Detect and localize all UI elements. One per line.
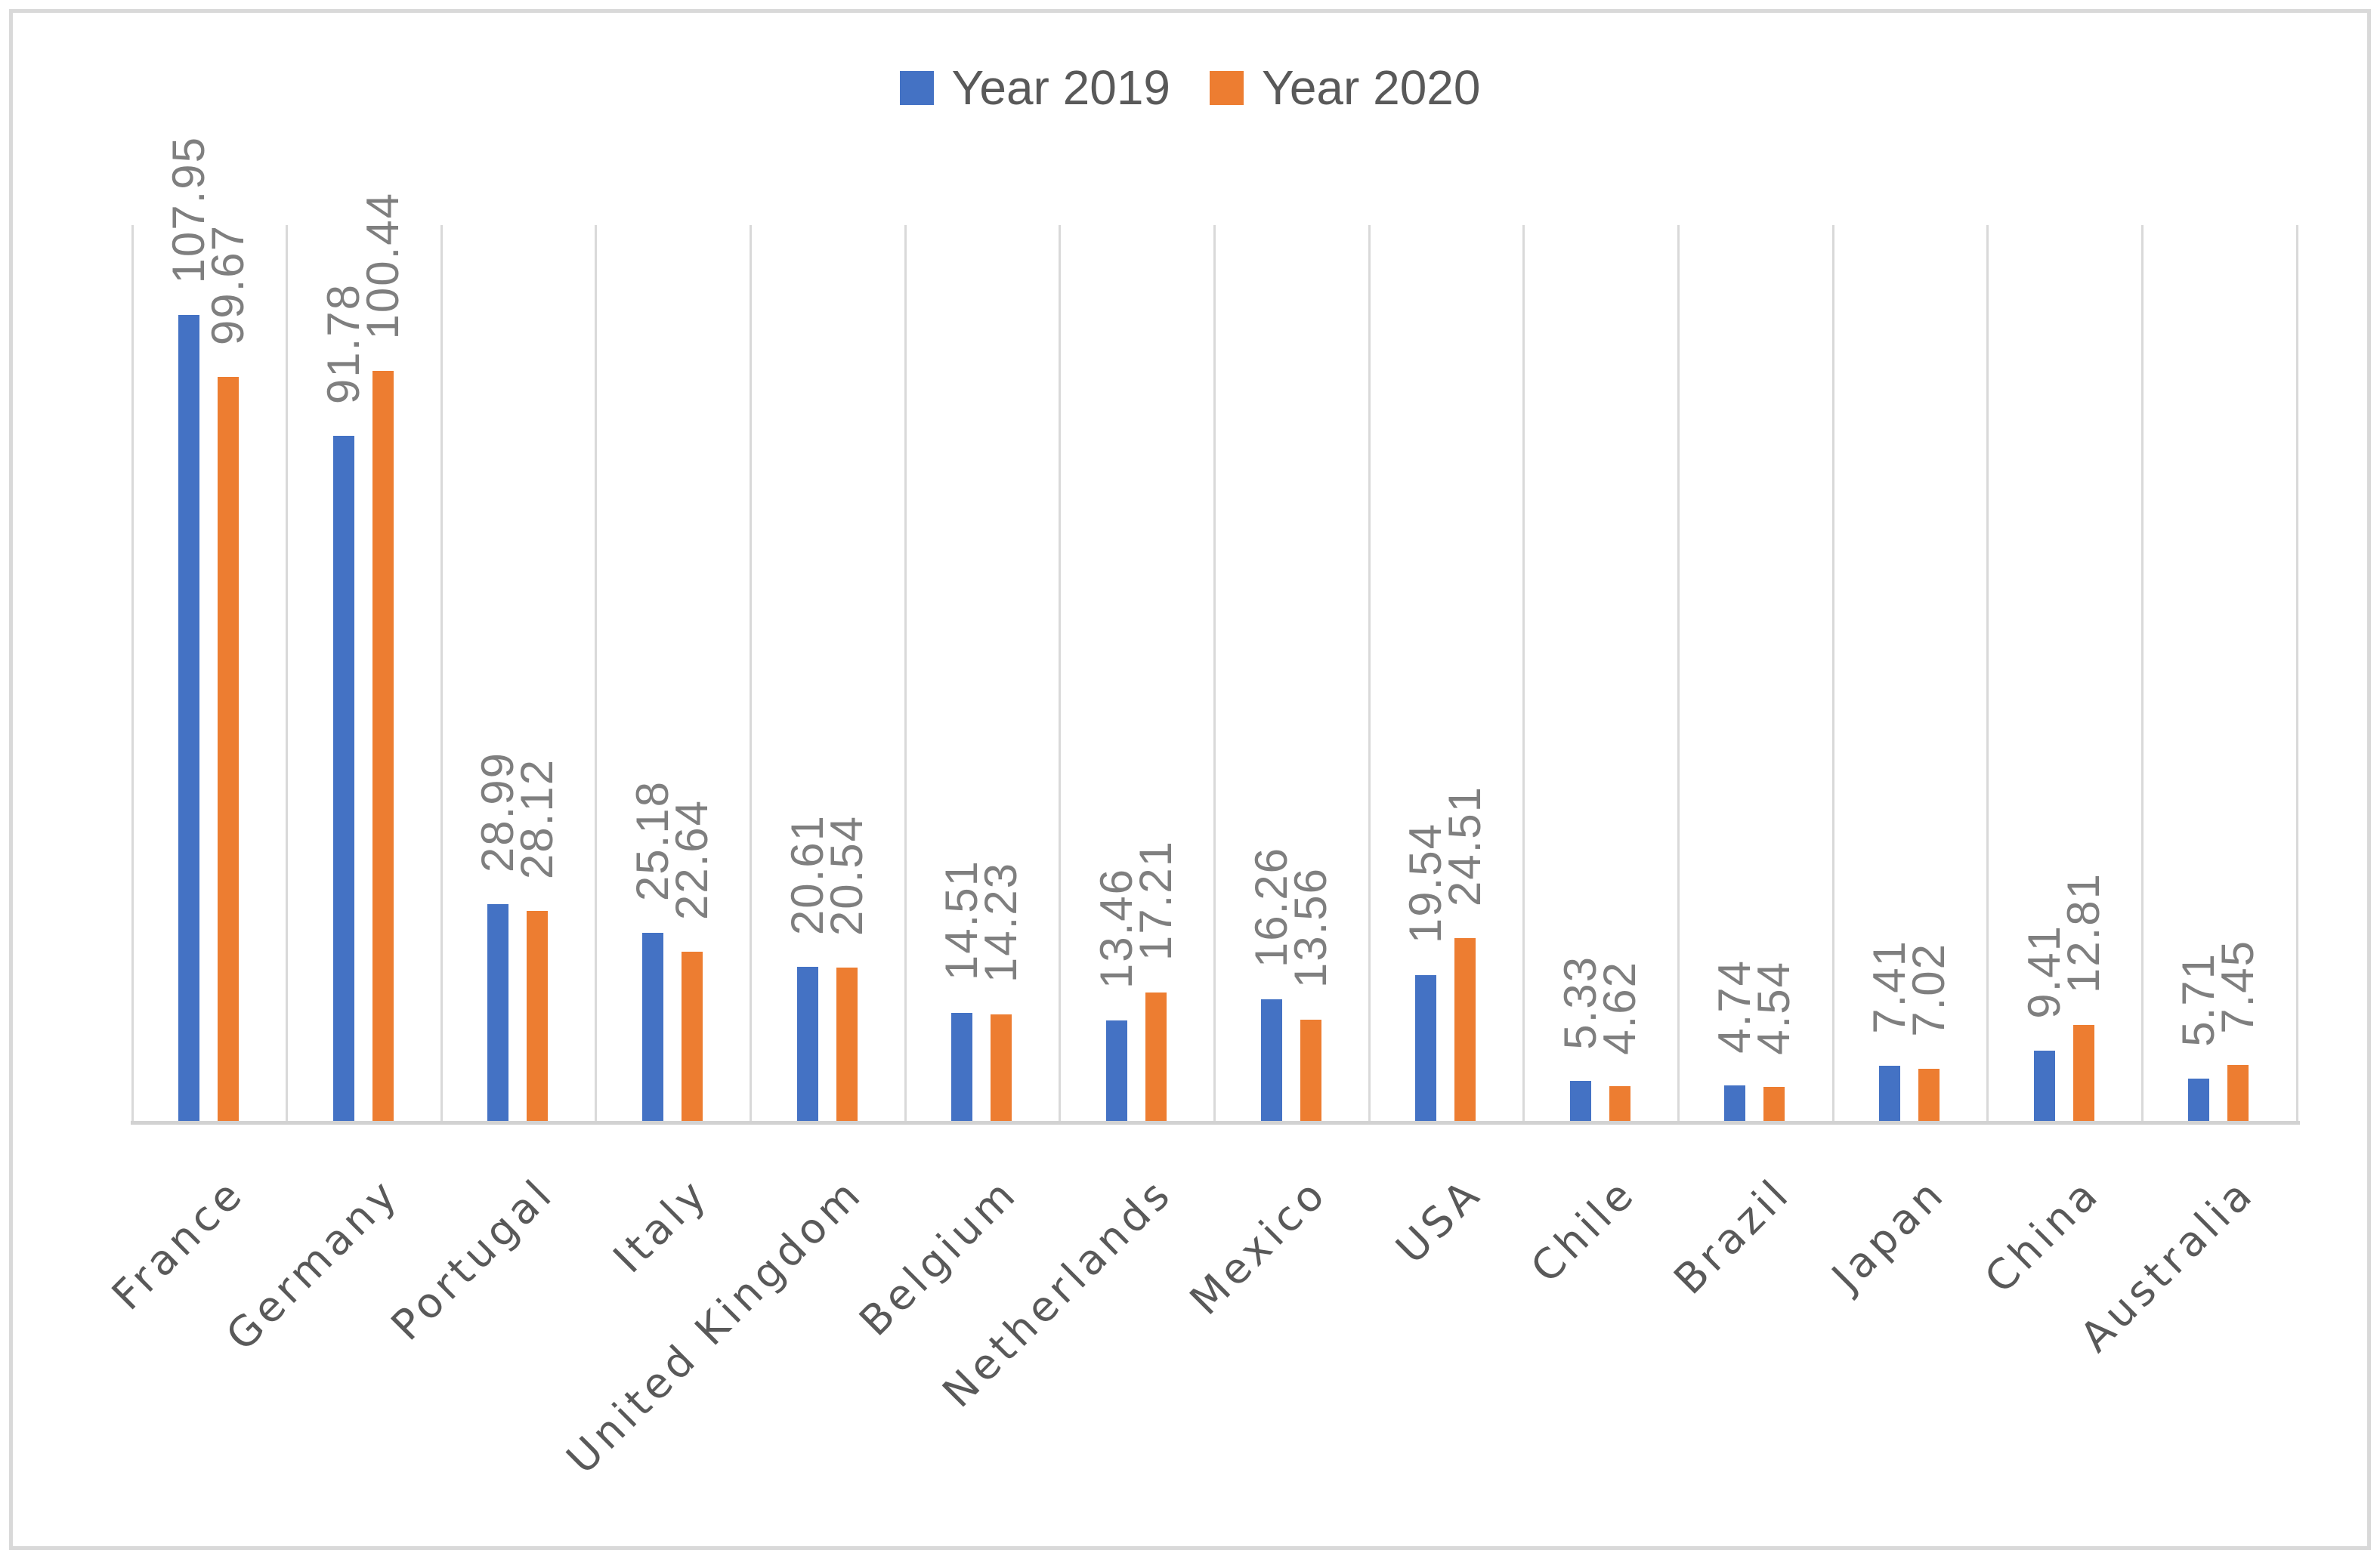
bar-year-2019-belgium	[951, 1012, 973, 1121]
x-label-brazil: Brazil	[1664, 1168, 1800, 1304]
gridline-8	[1368, 225, 1371, 1121]
bar-year-2020-australia	[2227, 1065, 2249, 1121]
value-label-year-2020-belgium: 14.23	[975, 862, 1027, 983]
bar-year-2020-china	[2072, 1025, 2094, 1121]
bar-year-2019-brazil	[1724, 1085, 1746, 1121]
legend-item-year-2019: Year 2019	[899, 60, 1170, 115]
legend-item-year-2020: Year 2020	[1210, 63, 1480, 112]
x-label-china: China	[1975, 1168, 2110, 1303]
x-label-france: France	[103, 1168, 255, 1320]
bar-year-2019-italy	[641, 933, 663, 1121]
legend-color-swatch-2020	[1210, 70, 1244, 105]
bar-year-2020-germany	[372, 371, 394, 1121]
bar-year-2019-portugal	[487, 904, 509, 1121]
bar-year-2020-usa	[1454, 937, 1476, 1121]
gridline-3	[595, 225, 598, 1121]
value-label-year-2020-mexico: 13.56	[1284, 866, 1336, 988]
legend-label-2019: Year 2019	[951, 60, 1170, 115]
bar-year-2020-japan	[1918, 1068, 1940, 1121]
bar-year-2019-chile	[1569, 1081, 1591, 1121]
bar-year-2019-australia	[2188, 1078, 2210, 1121]
bar-year-2019-japan	[1879, 1065, 1901, 1121]
value-label-year-2020-france: 99.67	[202, 224, 253, 345]
value-label-year-2020-japan: 7.02	[1903, 942, 1955, 1037]
value-label-year-2020-australia: 7.45	[2212, 939, 2264, 1034]
bar-year-2019-mexico	[1260, 999, 1282, 1121]
x-label-mexico: Mexico	[1180, 1168, 1337, 1325]
bar-year-2019-united-kingdom	[796, 967, 818, 1121]
gridline-2	[440, 225, 443, 1121]
bar-year-2020-united-kingdom	[836, 967, 858, 1121]
x-label-portugal: Portugal	[382, 1168, 564, 1350]
legend-color-swatch-2019	[899, 70, 934, 105]
x-axis-line	[131, 1121, 2300, 1125]
gridline-10	[1677, 225, 1680, 1121]
gridline-14	[2295, 225, 2298, 1121]
x-label-usa: USA	[1386, 1168, 1491, 1273]
gridline-4	[750, 225, 753, 1121]
bar-year-2019-france	[178, 315, 199, 1121]
gridline-11	[1831, 225, 1834, 1121]
bar-year-2020-france	[218, 376, 239, 1121]
value-label-year-2020-brazil: 4.54	[1748, 961, 1800, 1056]
gridline-9	[1522, 225, 1525, 1121]
value-label-year-2020-china: 12.81	[2057, 872, 2109, 994]
legend: Year 2019 Year 2020	[0, 63, 2380, 112]
bar-year-2019-germany	[332, 435, 354, 1121]
bar-year-2020-netherlands	[1145, 992, 1167, 1121]
x-label-japan: Japan	[1822, 1168, 1955, 1301]
x-label-united-kingdom: United Kingdom	[557, 1168, 873, 1483]
value-label-year-2020-italy: 22.64	[666, 799, 717, 921]
bar-year-2019-usa	[1415, 974, 1437, 1121]
value-label-year-2020-netherlands: 17.21	[1130, 839, 1181, 961]
value-label-year-2020-chile: 4.62	[1593, 960, 1645, 1055]
bar-year-2019-china	[2033, 1050, 2055, 1121]
bar-year-2019-netherlands	[1105, 1020, 1127, 1121]
gridline-12	[1986, 225, 1989, 1121]
gridline-6	[1059, 225, 1062, 1121]
x-label-italy: Italy	[604, 1168, 719, 1283]
bar-year-2020-portugal	[527, 911, 549, 1121]
value-label-year-2020-portugal: 28.12	[512, 758, 563, 880]
gridline-0	[131, 225, 134, 1121]
legend-label-2020: Year 2020	[1262, 60, 1481, 115]
bar-year-2020-belgium	[991, 1014, 1012, 1121]
bar-year-2020-chile	[1609, 1086, 1630, 1121]
gridline-1	[286, 225, 289, 1121]
gridline-13	[2140, 225, 2144, 1121]
bar-year-2020-brazil	[1763, 1087, 1785, 1121]
value-label-year-2020-united-kingdom: 20.54	[821, 814, 872, 936]
value-label-year-2020-usa: 24.51	[1439, 785, 1491, 906]
bar-year-2020-mexico	[1300, 1019, 1321, 1121]
x-label-chile: Chile	[1522, 1168, 1646, 1292]
bar-year-2020-italy	[681, 952, 703, 1121]
gridline-7	[1213, 225, 1216, 1121]
gridline-5	[904, 225, 907, 1121]
value-label-year-2020-germany: 100.44	[357, 191, 408, 340]
